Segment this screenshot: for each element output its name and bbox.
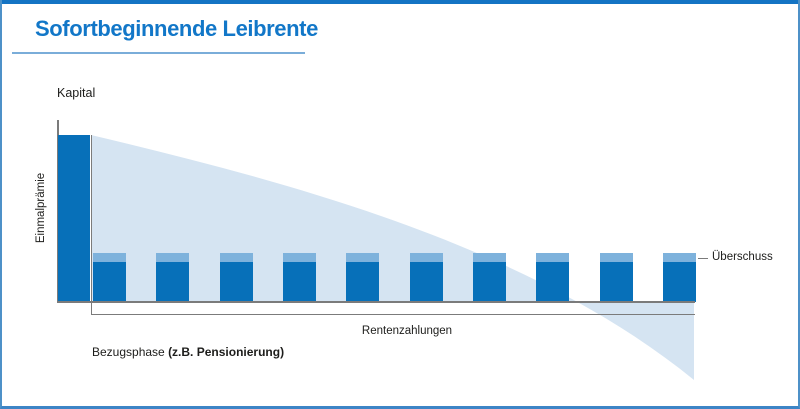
x-axis-line — [57, 301, 695, 303]
payments-label: Rentenzahlungen — [361, 325, 453, 337]
surplus-cap — [219, 253, 253, 262]
payment-bar — [662, 253, 696, 302]
surplus-cap — [472, 253, 506, 262]
payment-bar — [472, 253, 506, 302]
payment-bar — [282, 253, 316, 302]
payment-bar — [219, 253, 253, 302]
top-accent-bar — [2, 0, 798, 4]
y-axis-line — [57, 120, 59, 302]
surplus-cap — [536, 253, 570, 262]
premium-bar — [58, 135, 90, 302]
surplus-cap — [93, 253, 126, 262]
surplus-cap — [409, 253, 443, 262]
surplus-tick-line — [698, 258, 708, 260]
kapital-label: Kapital — [57, 86, 96, 100]
y-axis-label: Einmalprämie — [35, 172, 47, 244]
payment-bar — [599, 253, 633, 302]
payment-bar — [93, 253, 126, 302]
title-underline — [12, 52, 305, 54]
phase-label-bold: (z.B. Pensionierung) — [168, 345, 285, 359]
surplus-label: Überschuss — [712, 251, 773, 263]
bracket-horizontal-line — [91, 314, 695, 316]
payment-bar — [156, 253, 190, 302]
bracket-vertical-line — [91, 135, 93, 315]
phase-label: Bezugsphase (z.B. Pensionierung) — [92, 345, 284, 359]
page-title: Sofortbeginnende Leibrente — [35, 16, 318, 41]
payment-bar — [536, 253, 570, 302]
surplus-cap — [156, 253, 190, 262]
payment-bar — [346, 253, 380, 302]
surplus-cap — [346, 253, 380, 262]
surplus-cap — [599, 253, 633, 262]
surplus-cap — [282, 253, 316, 262]
phase-label-regular: Bezugsphase — [92, 345, 169, 359]
payment-bar — [409, 253, 443, 302]
surplus-cap — [662, 253, 696, 262]
